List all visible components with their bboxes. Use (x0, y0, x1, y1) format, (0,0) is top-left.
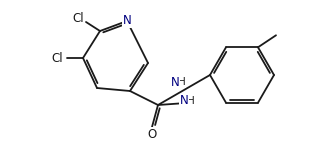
Text: H: H (178, 77, 186, 87)
Text: Cl: Cl (72, 13, 84, 26)
Text: Cl: Cl (51, 51, 63, 64)
Text: H: H (187, 96, 195, 106)
Text: N: N (171, 76, 179, 88)
Text: N: N (123, 14, 132, 27)
Text: O: O (147, 127, 157, 140)
Text: N: N (180, 95, 188, 108)
